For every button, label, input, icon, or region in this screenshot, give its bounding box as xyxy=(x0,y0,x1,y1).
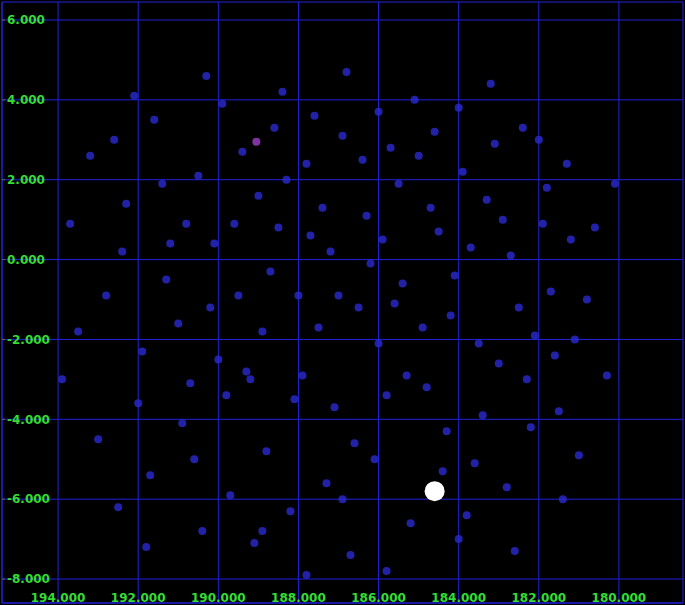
svg-text:182.000: 182.000 xyxy=(511,591,566,605)
svg-text:188.000: 188.000 xyxy=(271,591,326,605)
svg-text:192.000: 192.000 xyxy=(111,591,166,605)
svg-text:-2.000: -2.000 xyxy=(7,333,50,347)
svg-text:-8.000: -8.000 xyxy=(7,572,50,586)
svg-text:180.000: 180.000 xyxy=(592,591,647,605)
svg-text:190.000: 190.000 xyxy=(191,591,246,605)
svg-text:0.000: 0.000 xyxy=(7,253,45,267)
svg-text:194.000: 194.000 xyxy=(31,591,86,605)
svg-text:-6.000: -6.000 xyxy=(7,492,50,506)
svg-text:186.000: 186.000 xyxy=(351,591,406,605)
svg-text:-4.000: -4.000 xyxy=(7,413,50,427)
svg-text:184.000: 184.000 xyxy=(431,591,486,605)
svg-text:4.000: 4.000 xyxy=(7,93,45,107)
svg-text:6.000: 6.000 xyxy=(7,13,45,27)
svg-text:2.000: 2.000 xyxy=(7,173,45,187)
